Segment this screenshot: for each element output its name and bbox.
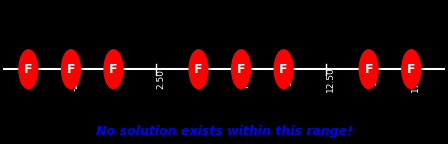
Ellipse shape <box>104 50 123 89</box>
Text: No solution exists within this range!: No solution exists within this range! <box>95 125 353 138</box>
Text: 10: 10 <box>284 73 293 85</box>
Text: F: F <box>67 63 75 76</box>
Ellipse shape <box>19 50 38 89</box>
Ellipse shape <box>189 50 208 89</box>
Text: 17.50: 17.50 <box>411 66 420 92</box>
Text: -5: -5 <box>28 74 37 83</box>
Text: 2.50: 2.50 <box>156 69 165 89</box>
Text: 5: 5 <box>198 76 207 82</box>
Text: 15: 15 <box>369 73 378 85</box>
Text: F: F <box>279 63 288 76</box>
Text: -2.50: -2.50 <box>71 67 80 91</box>
Text: F: F <box>407 63 415 76</box>
Ellipse shape <box>61 50 80 89</box>
Ellipse shape <box>402 50 421 89</box>
Ellipse shape <box>359 50 378 89</box>
Ellipse shape <box>274 50 293 89</box>
Text: 7.50: 7.50 <box>241 69 250 89</box>
Text: 12.50: 12.50 <box>326 66 335 92</box>
Text: F: F <box>109 63 118 76</box>
Text: 0: 0 <box>113 76 122 82</box>
Ellipse shape <box>232 50 250 89</box>
Text: F: F <box>24 63 33 76</box>
Text: F: F <box>364 63 373 76</box>
Text: F: F <box>194 63 203 76</box>
Text: F: F <box>237 63 245 76</box>
